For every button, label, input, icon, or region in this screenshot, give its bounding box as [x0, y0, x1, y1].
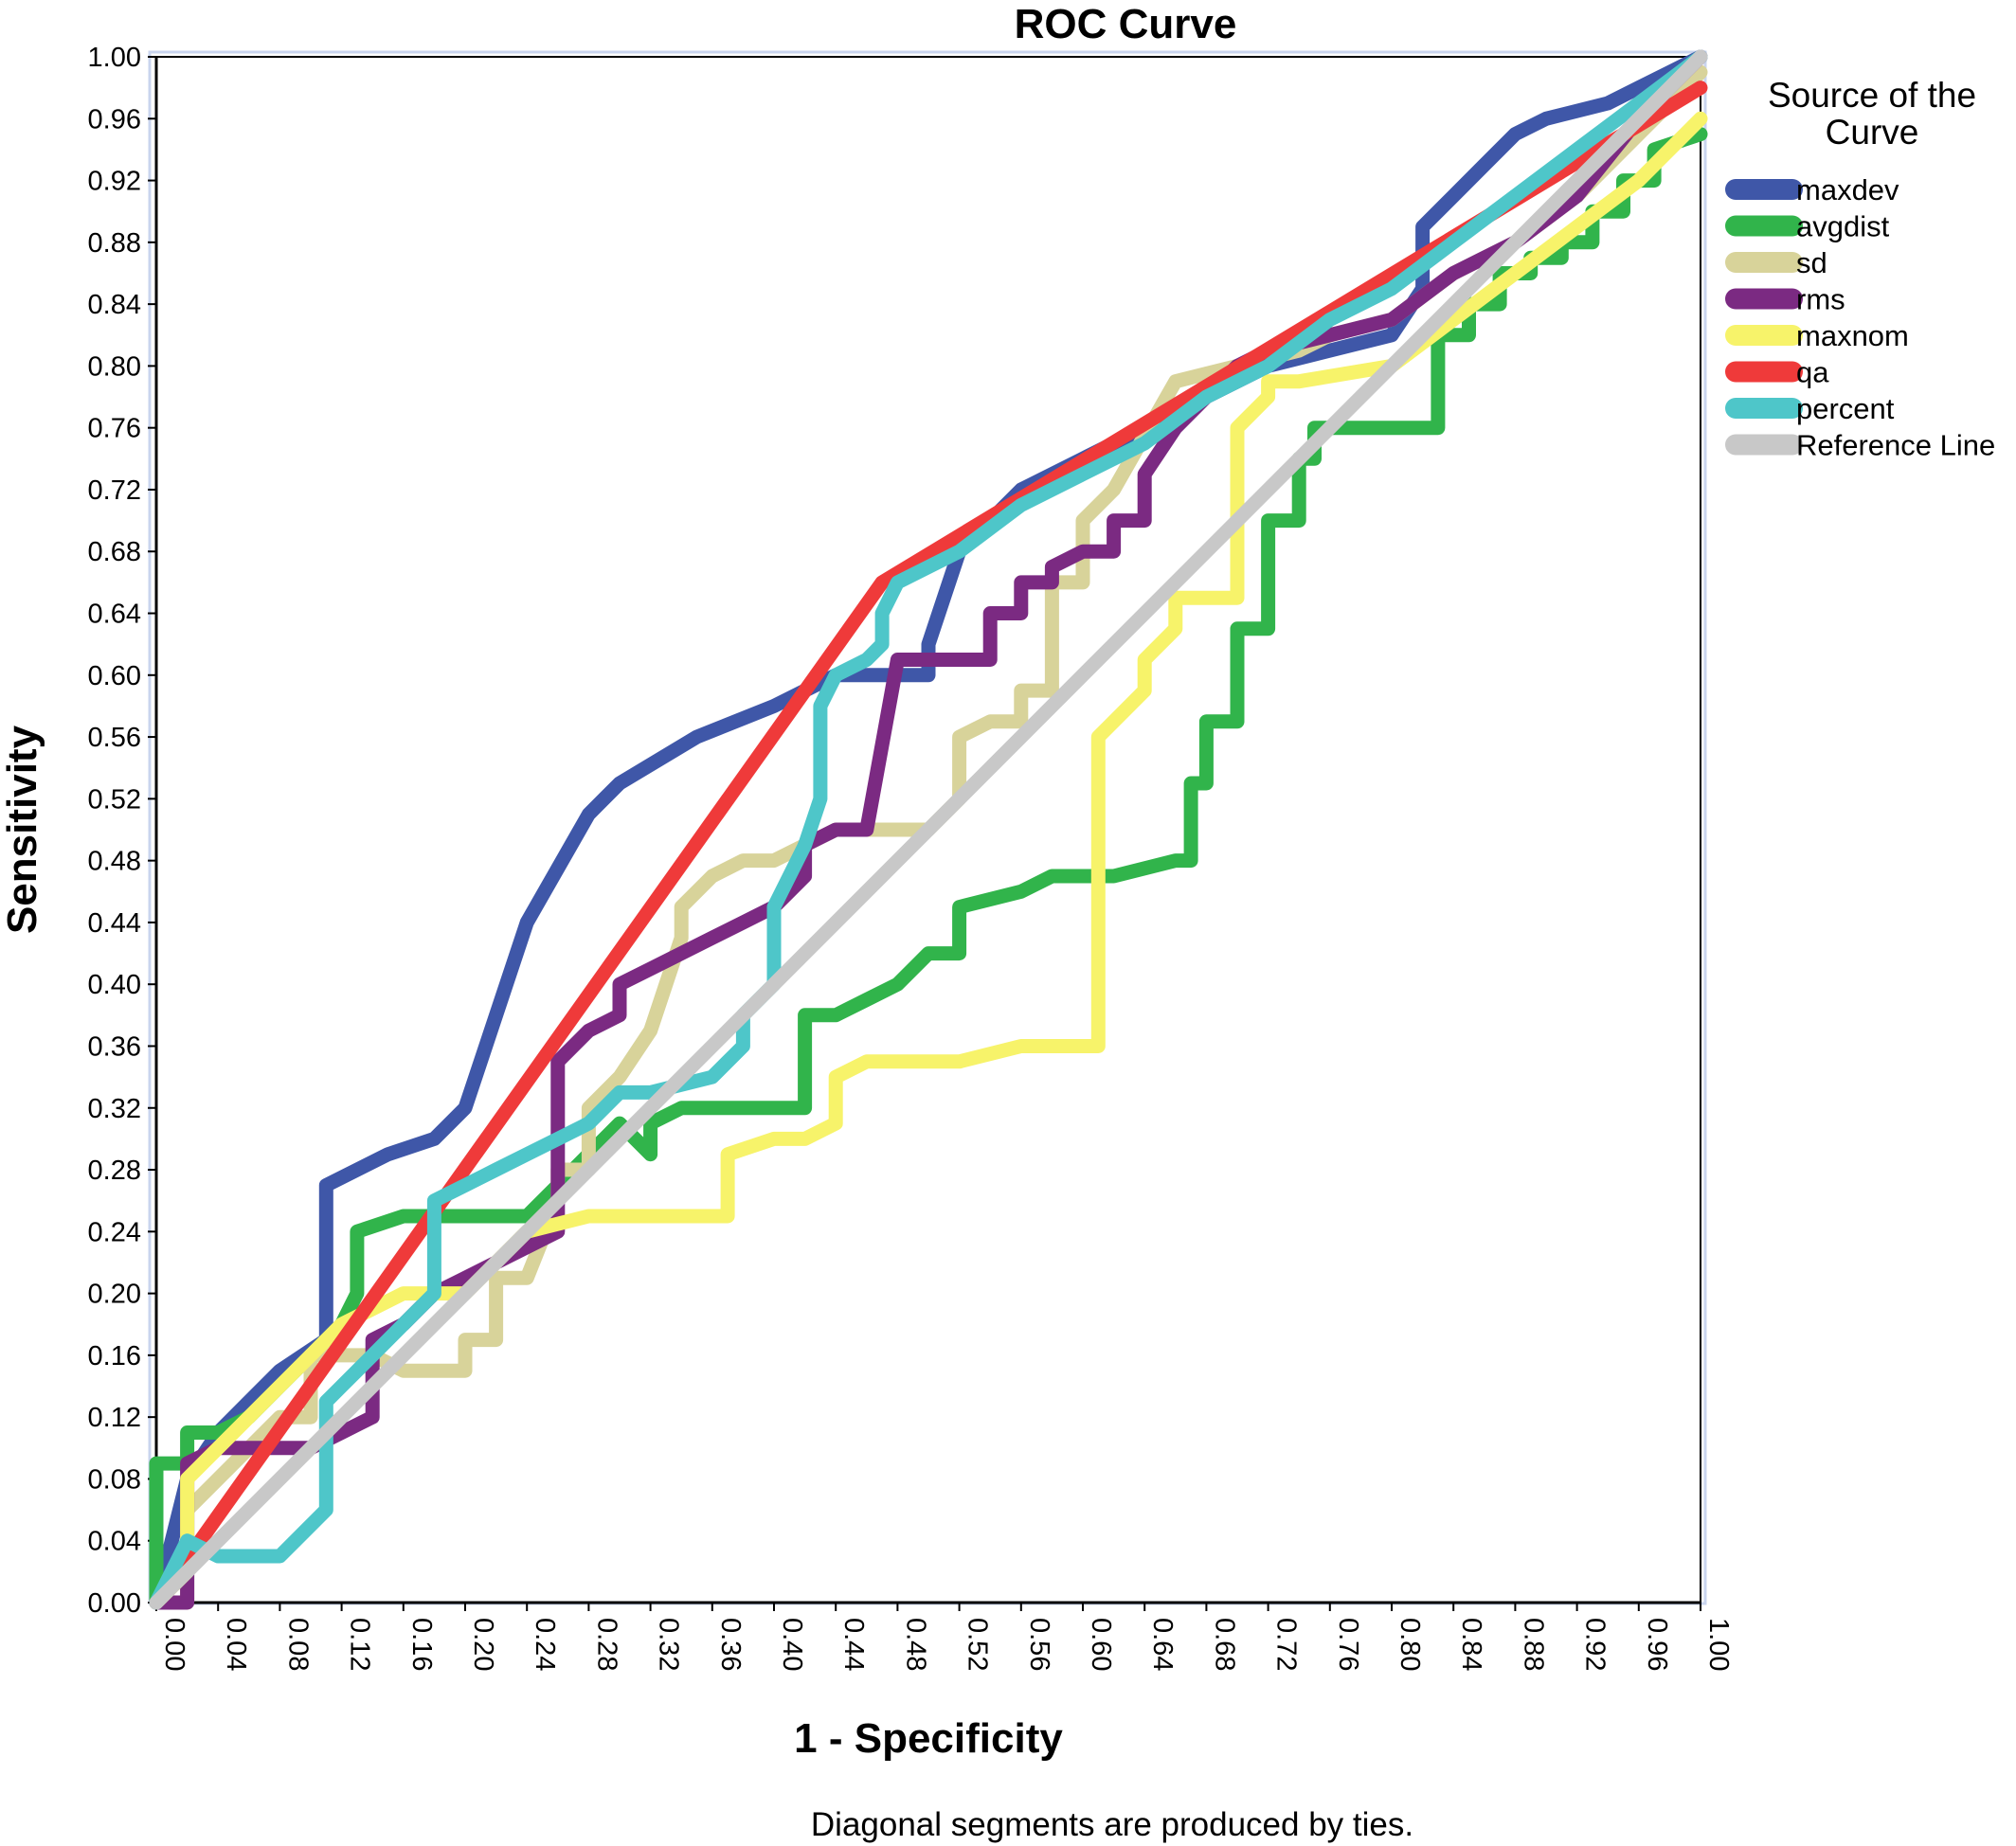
- y-axis-label: Sensitivity: [0, 725, 45, 934]
- roc-series: [149, 49, 1708, 1610]
- y-tick-label: 0.16: [88, 1341, 141, 1371]
- y-tick-label: 0.92: [88, 167, 141, 197]
- y-tick-label: 0.24: [88, 1217, 141, 1247]
- x-tick-label: 0.48: [900, 1618, 930, 1671]
- y-tick-label: 0.28: [88, 1156, 141, 1186]
- chart-footnote: Diagonal segments are produced by ties.: [811, 1806, 1413, 1843]
- x-tick-label: 0.80: [1395, 1618, 1425, 1671]
- x-tick-label: 0.52: [963, 1618, 993, 1671]
- legend-item-label: Reference Line: [1796, 429, 1995, 462]
- x-tick-label: 0.24: [530, 1618, 560, 1671]
- y-tick-label: 0.48: [88, 847, 141, 877]
- y-tick-label: 0.56: [88, 723, 141, 753]
- y-tick-label: 0.00: [88, 1588, 141, 1619]
- x-tick-label: 0.88: [1518, 1618, 1548, 1671]
- y-tick-label: 0.52: [88, 784, 141, 815]
- x-tick-label: 0.72: [1271, 1618, 1302, 1671]
- chart-title: ROC Curve: [1015, 1, 1237, 47]
- x-tick-label: 0.12: [345, 1618, 375, 1671]
- x-tick-label: 0.68: [1209, 1618, 1239, 1671]
- y-tick-label: 0.40: [88, 970, 141, 1000]
- x-tick-label: 0.56: [1024, 1618, 1054, 1671]
- y-tick-label: 0.80: [88, 351, 141, 382]
- y-tick-label: 0.84: [88, 290, 141, 320]
- legend-item-label: qa: [1796, 356, 1829, 389]
- x-tick-label: 0.16: [406, 1618, 437, 1671]
- y-tick-label: 0.12: [88, 1403, 141, 1433]
- x-tick-label: 0.28: [591, 1618, 621, 1671]
- x-tick-label: 0.36: [715, 1618, 746, 1671]
- x-tick-label: 0.92: [1580, 1618, 1611, 1671]
- x-tick-label: 0.64: [1147, 1618, 1178, 1671]
- series-line-reference-line: [149, 49, 1708, 1610]
- y-tick-label: 0.20: [88, 1280, 141, 1310]
- x-tick-label: 0.20: [468, 1618, 498, 1671]
- series-line-maxnom: [149, 111, 1708, 1610]
- x-axis-label: 1 - Specificity: [794, 1715, 1063, 1762]
- legend-item-label: rms: [1796, 283, 1845, 316]
- y-tick-label: 1.00: [88, 43, 141, 73]
- x-tick-label: 0.84: [1456, 1618, 1486, 1671]
- x-tick-label: 1.00: [1703, 1618, 1734, 1671]
- y-tick-label: 0.32: [88, 1094, 141, 1124]
- y-tick-label: 0.08: [88, 1464, 141, 1495]
- series-line-qa: [149, 81, 1708, 1610]
- x-tick-label: 0.76: [1333, 1618, 1363, 1671]
- x-axis-ticks: 0.00 0.04 0.08 0.12 0.16 0.20 0.24 0.28 0.32 0.36…: [155, 1603, 1734, 1671]
- y-tick-label: 0.60: [88, 661, 141, 691]
- y-tick-label: 0.64: [88, 600, 141, 630]
- legend-item-label: percent: [1796, 392, 1895, 425]
- y-tick-label: 0.68: [88, 537, 141, 567]
- x-tick-label: 0.96: [1642, 1618, 1672, 1671]
- y-tick-label: 0.36: [88, 1031, 141, 1062]
- y-tick-label: 0.04: [88, 1527, 141, 1557]
- x-tick-label: 0.32: [654, 1618, 684, 1671]
- y-tick-label: 0.96: [88, 104, 141, 134]
- legend-item-label: avgdist: [1796, 210, 1890, 243]
- x-tick-label: 0.04: [221, 1618, 251, 1671]
- y-tick-label: 0.76: [88, 414, 141, 444]
- y-tick-label: 0.88: [88, 228, 141, 259]
- legend-title: Source of the Curve: [1768, 76, 1976, 152]
- y-tick-label: 0.44: [88, 908, 141, 939]
- legend-item-label: maxdev: [1796, 173, 1899, 206]
- y-axis-ticks: 0.00 0.04 0.08 0.12 0.16 0.20 0.24 0.28 0.32 0.36…: [88, 43, 156, 1619]
- x-tick-label: 0.60: [1086, 1618, 1116, 1671]
- x-tick-label: 0.40: [777, 1618, 807, 1671]
- legend-item-label: sd: [1796, 246, 1827, 279]
- x-tick-label: 0.00: [159, 1618, 189, 1671]
- x-tick-label: 0.44: [838, 1618, 869, 1671]
- y-tick-label: 0.72: [88, 475, 141, 506]
- x-tick-label: 0.08: [282, 1618, 313, 1671]
- legend-item-label: maxnom: [1796, 319, 1909, 352]
